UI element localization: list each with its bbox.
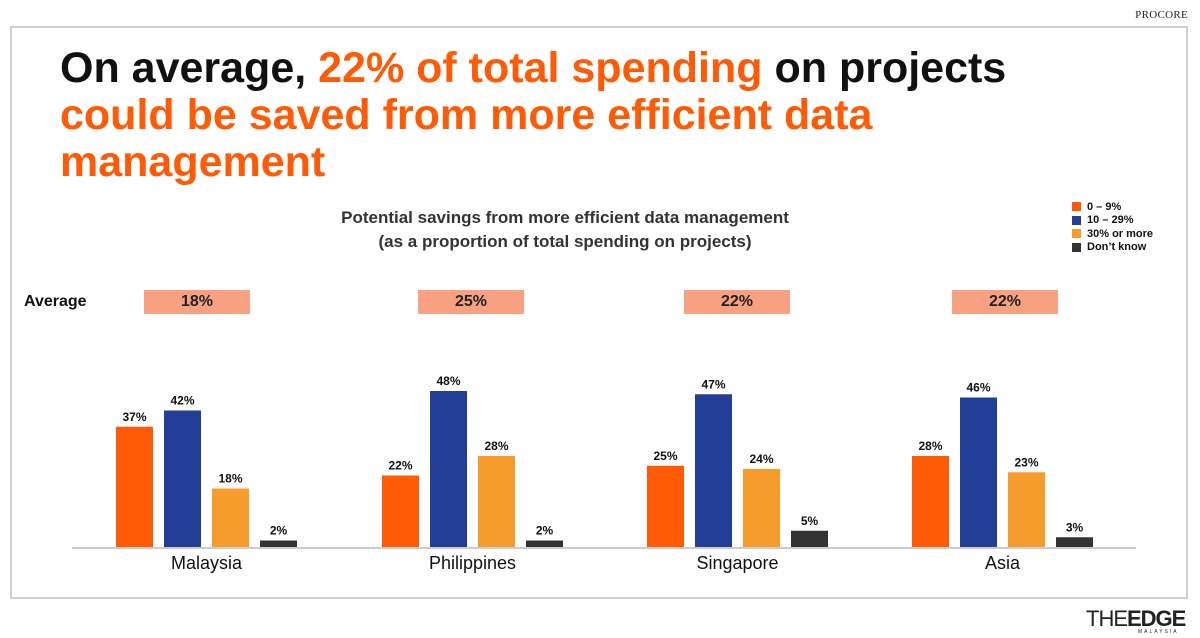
- procore-brand: PROCORE: [1135, 9, 1188, 21]
- average-label: Average: [24, 293, 87, 310]
- category-label: Asia: [985, 553, 1021, 573]
- data-label: 23%: [1014, 455, 1038, 469]
- headline-part3: on projects: [762, 44, 1007, 92]
- bar-philippines-series-3: [526, 540, 563, 547]
- bar-singapore-series-0: [647, 465, 684, 547]
- legend-item: 10 – 29%: [1072, 214, 1153, 228]
- the-edge-logo: THEEDGE MALAYSIA: [1086, 606, 1186, 635]
- chart-subtitle: (as a proportion of total spending on pr…: [378, 232, 752, 251]
- data-label: 42%: [170, 394, 194, 408]
- bar-asia-series-0: [912, 456, 949, 547]
- average-box-singapore: 22%: [684, 290, 790, 314]
- data-label: 2%: [536, 524, 554, 538]
- logo-sub: MALAYSIA: [1138, 629, 1179, 635]
- legend-label: 30% or more: [1087, 227, 1154, 240]
- logo-the: THE: [1086, 606, 1128, 631]
- legend: 0 – 9% 10 – 29% 30% or more Don’t know: [1072, 200, 1153, 254]
- headline-part1: On average,: [60, 44, 319, 92]
- data-label: 3%: [1066, 520, 1084, 534]
- bar-asia-series-1: [960, 397, 997, 547]
- bar-singapore-series-1: [695, 394, 732, 547]
- legend-swatch: [1072, 229, 1081, 239]
- bar-singapore-series-2: [743, 469, 780, 547]
- bar-malaysia-series-1: [164, 410, 201, 547]
- bar-malaysia-series-2: [212, 488, 249, 547]
- data-label: 2%: [270, 524, 288, 538]
- data-label: 28%: [918, 439, 942, 453]
- data-label: 46%: [966, 381, 990, 395]
- average-box-philippines: 25%: [418, 290, 524, 314]
- legend-swatch: [1072, 202, 1081, 212]
- data-label: 18%: [218, 472, 242, 486]
- bar-asia-series-2: [1008, 472, 1045, 547]
- legend-swatch: [1072, 242, 1081, 252]
- legend-item: 30% or more: [1072, 227, 1153, 241]
- bar-malaysia-series-3: [260, 540, 297, 547]
- bar-singapore-series-3: [791, 530, 828, 547]
- legend-item: Don’t know: [1072, 241, 1153, 255]
- bar-malaysia-series-0: [116, 426, 153, 547]
- chart-title-block: Potential savings from more efficient da…: [260, 206, 870, 254]
- category-label: Singapore: [696, 553, 778, 573]
- average-box-malaysia: 18%: [144, 290, 250, 314]
- data-label: 28%: [484, 439, 508, 453]
- category-label: Malaysia: [171, 553, 243, 573]
- chart-title: Potential savings from more efficient da…: [341, 208, 789, 227]
- category-label: Philippines: [429, 553, 516, 573]
- headline: On average, 22% of total spending on pro…: [60, 45, 1060, 186]
- data-label: 25%: [653, 449, 677, 463]
- logo-edge: EDGE: [1127, 606, 1186, 631]
- data-label: 37%: [122, 410, 146, 424]
- data-label: 5%: [801, 514, 819, 528]
- bar-philippines-series-0: [382, 475, 419, 547]
- legend-label: 10 – 29%: [1087, 214, 1134, 227]
- legend-item: 0 – 9%: [1072, 200, 1153, 214]
- average-box-asia: 22%: [952, 290, 1058, 314]
- data-label: 48%: [436, 374, 460, 388]
- data-label: 24%: [749, 452, 773, 466]
- headline-part4: could be saved from more efficient data …: [60, 91, 873, 186]
- bar-philippines-series-2: [478, 456, 515, 547]
- chart-frame: [10, 26, 1188, 599]
- legend-label: 0 – 9%: [1087, 200, 1122, 213]
- legend-label: Don’t know: [1087, 241, 1147, 254]
- bar-asia-series-3: [1056, 537, 1093, 547]
- data-label: 47%: [701, 377, 725, 391]
- legend-swatch: [1072, 215, 1081, 225]
- data-label: 22%: [388, 459, 412, 473]
- headline-part2: 22% of total spending: [318, 44, 763, 92]
- bar-philippines-series-1: [430, 391, 467, 547]
